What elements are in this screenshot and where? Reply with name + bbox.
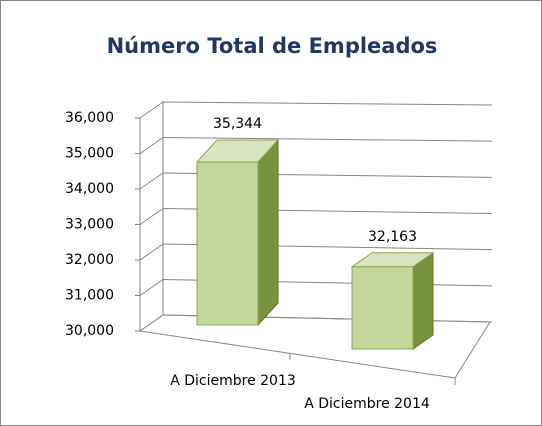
chart-title: Número Total de Empleados bbox=[107, 34, 438, 58]
y-tick-label: 36,000 bbox=[65, 110, 114, 126]
y-tick-label: 30,000 bbox=[65, 323, 114, 339]
y-tick-label: 35,000 bbox=[65, 146, 114, 162]
bar-side bbox=[412, 251, 434, 350]
grid-line bbox=[139, 243, 164, 261]
data-label: 35,344 bbox=[213, 116, 262, 132]
y-tick-label: 33,000 bbox=[65, 217, 114, 233]
bar bbox=[351, 266, 414, 350]
grid-line bbox=[139, 172, 164, 190]
floor-front bbox=[139, 330, 456, 379]
bar-side bbox=[257, 138, 279, 327]
bar bbox=[196, 161, 259, 326]
grid-line bbox=[139, 137, 164, 154]
y-tick-label: 32,000 bbox=[65, 252, 114, 268]
floor-right bbox=[454, 321, 491, 379]
y-tick-label: 31,000 bbox=[65, 288, 114, 304]
data-label: 32,163 bbox=[368, 229, 417, 245]
y-tick-label: 34,000 bbox=[65, 181, 114, 197]
x-tick-label: A Diciembre 2013 bbox=[170, 373, 296, 389]
grid-line bbox=[139, 208, 164, 225]
grid-line bbox=[139, 101, 164, 119]
grid-line bbox=[162, 101, 493, 106]
x-tick-label: A Diciembre 2014 bbox=[304, 396, 430, 412]
grid-line bbox=[162, 137, 493, 142]
grid-line bbox=[139, 314, 164, 332]
grid-line bbox=[139, 279, 164, 296]
